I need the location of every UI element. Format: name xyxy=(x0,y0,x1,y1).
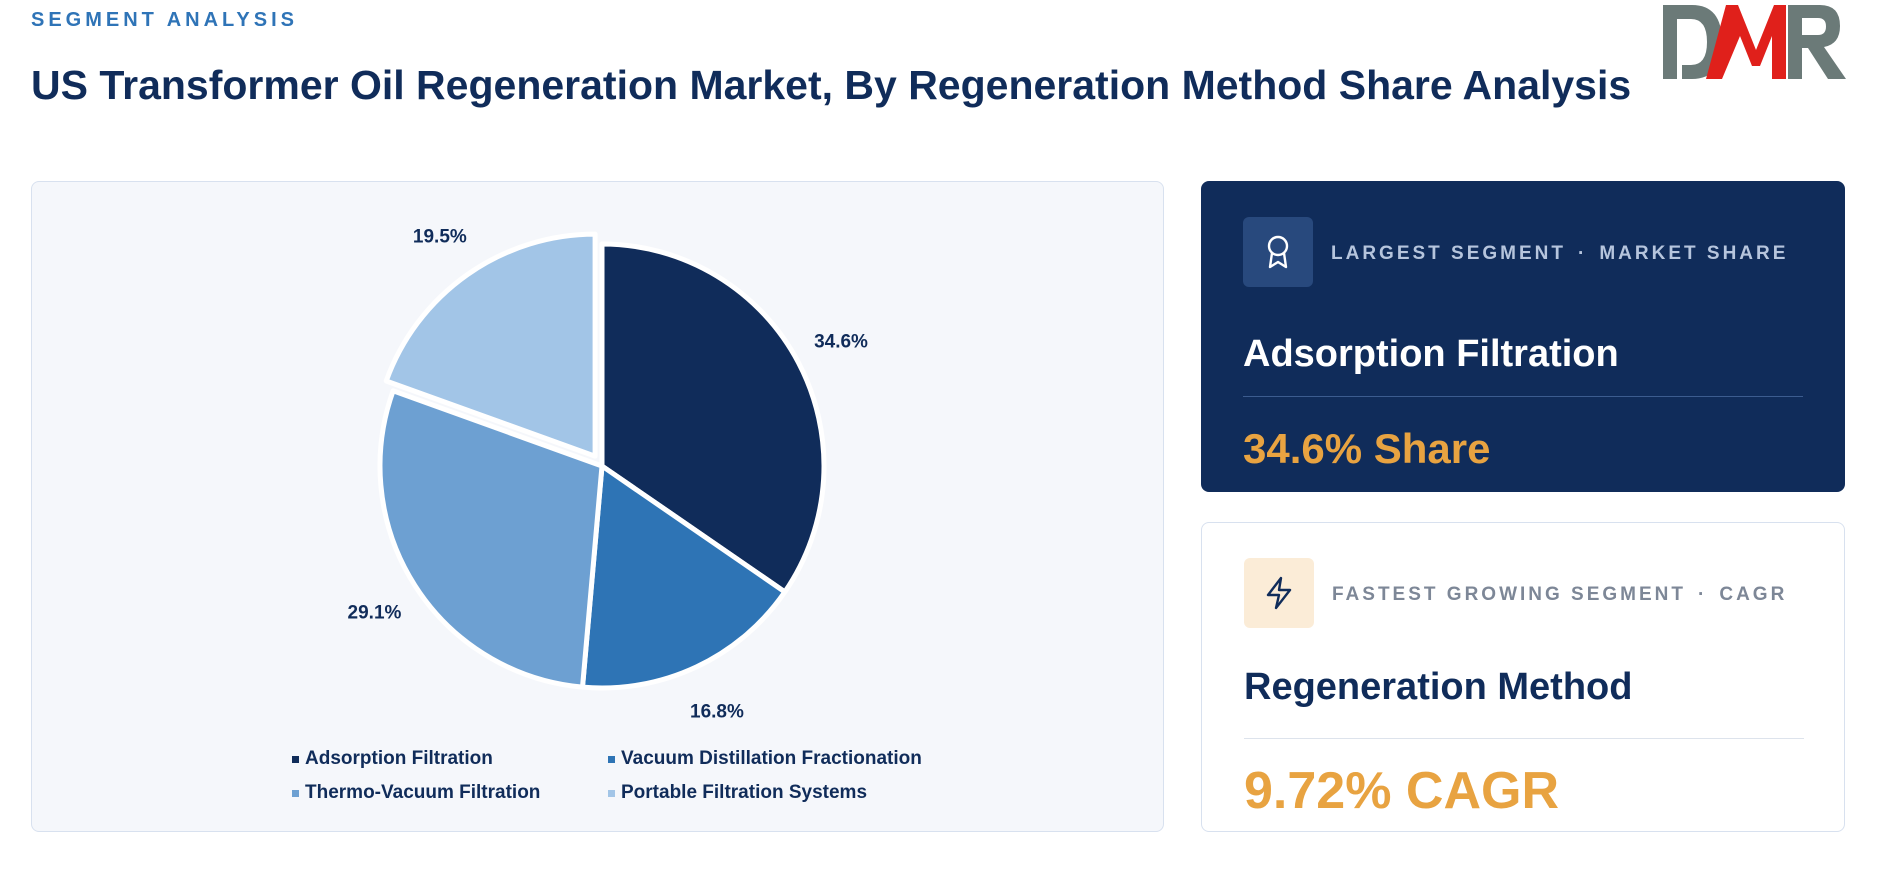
pie-data-label: 29.1% xyxy=(348,602,402,623)
fastest-growing-label: FASTEST GROWING SEGMENT · CAGR xyxy=(1332,584,1787,606)
legend-swatch xyxy=(608,789,615,797)
fastest-growing-cagr: 9.72% CAGR xyxy=(1244,762,1559,820)
logo-letter-m xyxy=(1706,5,1786,79)
largest-segment-label-right: MARKET SHARE xyxy=(1599,243,1789,264)
label-separator: · xyxy=(1578,243,1588,264)
lightning-icon xyxy=(1244,558,1314,628)
legend-item[interactable]: Adsorption Filtration xyxy=(292,748,608,770)
award-icon xyxy=(1243,217,1313,287)
pie-data-label: 16.8% xyxy=(690,701,744,722)
pie-chart-panel: 34.6% 16.8% 29.1% 19.5% Adsorption Filtrati… xyxy=(31,181,1164,832)
legend-label: Vacuum Distillation Fractionation xyxy=(621,748,922,769)
fastest-growing-name: Regeneration Method xyxy=(1244,666,1633,708)
logo-letter-d xyxy=(1663,5,1722,79)
fastest-growing-card: FASTEST GROWING SEGMENT · CAGR Regeneratio… xyxy=(1201,522,1845,832)
fastest-growing-label-left: FASTEST GROWING SEGMENT xyxy=(1332,584,1687,605)
legend-swatch xyxy=(292,789,299,797)
divider xyxy=(1244,738,1804,739)
pie-slice-vacuum-distillation-fractionation[interactable] xyxy=(579,463,788,691)
pie-chart: 34.6% 16.8% 29.1% 19.5% xyxy=(348,226,869,722)
logo-letter-r xyxy=(1788,5,1846,79)
legend-label: Adsorption Filtration xyxy=(305,748,493,769)
pie-data-label: 34.6% xyxy=(814,331,868,352)
dmr-logo xyxy=(1663,5,1846,79)
eyebrow-label: SEGMENT ANALYSIS xyxy=(31,9,298,31)
legend-label: Thermo-Vacuum Filtration xyxy=(305,782,541,803)
legend-item[interactable]: Vacuum Distillation Fractionation xyxy=(608,748,968,770)
pie-data-label: 19.5% xyxy=(413,226,467,247)
legend-item[interactable]: Thermo-Vacuum Filtration xyxy=(292,782,608,804)
largest-segment-name: Adsorption Filtration xyxy=(1243,333,1619,375)
largest-segment-label: LARGEST SEGMENT · MARKET SHARE xyxy=(1331,243,1788,265)
legend-label: Portable Filtration Systems xyxy=(621,782,868,803)
page-title: US Transformer Oil Regeneration Market, … xyxy=(31,62,1632,108)
fastest-growing-label-right: CAGR xyxy=(1719,584,1788,605)
chart-legend: Adsorption Filtration Vacuum Distillation… xyxy=(292,748,1012,804)
pie-slice-portable-filtration-systems[interactable] xyxy=(383,231,598,459)
pie-slice-thermo-vacuum-filtration[interactable] xyxy=(377,388,605,690)
pie-slice-adsorption-filtration[interactable] xyxy=(599,241,827,595)
legend-swatch xyxy=(292,755,299,763)
label-separator: · xyxy=(1698,584,1708,605)
largest-segment-card: LARGEST SEGMENT · MARKET SHARE Adsorption … xyxy=(1201,181,1845,492)
legend-swatch xyxy=(608,755,615,763)
divider xyxy=(1243,396,1803,397)
legend-item[interactable]: Portable Filtration Systems xyxy=(608,782,968,804)
largest-segment-share: 34.6% Share xyxy=(1243,425,1491,472)
largest-segment-label-left: LARGEST SEGMENT xyxy=(1331,243,1567,264)
